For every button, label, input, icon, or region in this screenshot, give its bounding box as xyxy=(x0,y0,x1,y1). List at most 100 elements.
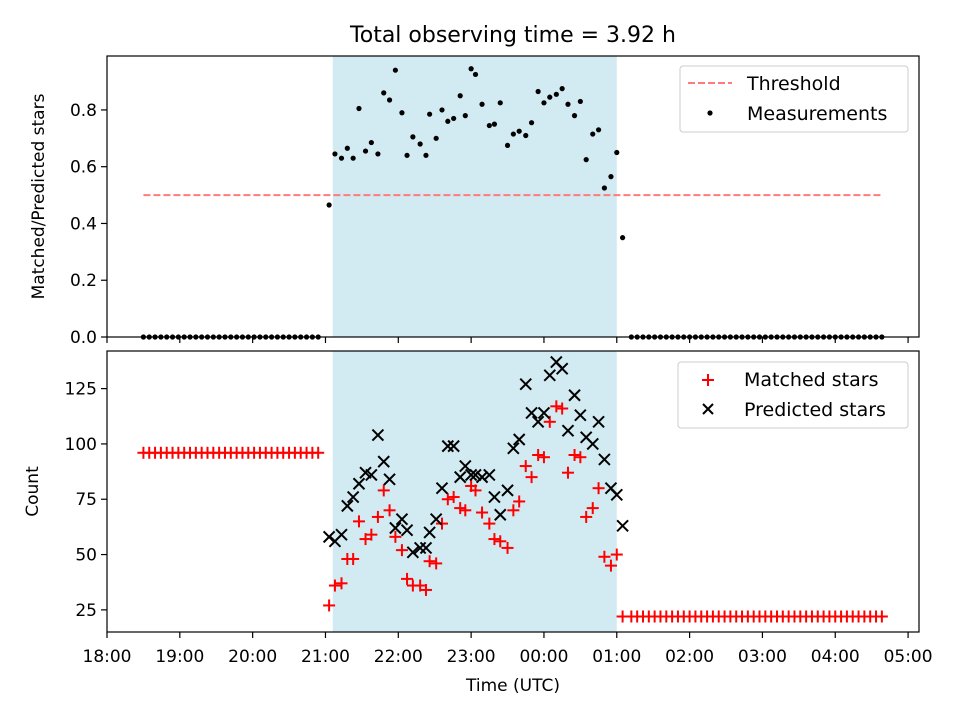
predicted-marker-b xyxy=(429,512,443,526)
matched-star-point xyxy=(507,504,520,517)
predicted-star-point xyxy=(586,437,599,451)
legend-matched-label: Matched stars xyxy=(744,369,878,391)
measurement-point xyxy=(541,100,547,106)
matched-star-point xyxy=(875,610,888,623)
x-tick-label: 03:00 xyxy=(738,647,787,667)
top-legend-box xyxy=(679,65,909,133)
predicted-star-point xyxy=(483,468,496,482)
matched-star-point xyxy=(476,506,489,519)
y-tick-label: 100 xyxy=(65,435,97,455)
y-tick-label: 125 xyxy=(65,380,97,400)
matched-star-point xyxy=(371,510,384,523)
measurement-point xyxy=(350,155,356,161)
matched-star-point xyxy=(335,577,348,590)
predicted-marker-b xyxy=(423,526,436,539)
matched-star-point xyxy=(441,493,454,506)
predicted-star-point xyxy=(537,406,551,420)
predicted-star-point xyxy=(441,439,455,453)
x-tick-label: 01:00 xyxy=(592,647,641,667)
predicted-marker-b xyxy=(568,389,581,402)
predicted-star-point xyxy=(389,521,402,535)
predicted-star-point xyxy=(400,524,414,537)
predicted-marker-b xyxy=(475,470,489,484)
matched-star-point xyxy=(561,466,574,479)
predicted-star-point xyxy=(377,455,390,468)
predicted-star-point xyxy=(494,508,507,521)
matched-star-point xyxy=(568,448,581,461)
matched-star-point xyxy=(447,491,460,504)
predicted-star-point xyxy=(341,499,354,513)
predicted-marker-b xyxy=(610,488,623,502)
observing-window-span xyxy=(332,56,617,337)
predicted-star-point xyxy=(568,389,581,402)
matched-star-point xyxy=(430,557,443,570)
y-axis-label: Count xyxy=(23,466,43,517)
predicted-star-point xyxy=(598,453,611,466)
predicted-marker-b xyxy=(441,439,455,453)
matched-star-point xyxy=(383,504,396,517)
predicted-star-point xyxy=(616,519,629,533)
predicted-marker-b xyxy=(453,470,467,484)
predicted-marker-b xyxy=(574,408,587,422)
measurement-point xyxy=(608,174,614,180)
matched-star-point xyxy=(423,555,436,568)
predicted-star-point xyxy=(610,488,623,502)
legend-measurements-label: Measurements xyxy=(747,103,887,125)
y-tick-label: 75 xyxy=(75,490,97,510)
measurement-point xyxy=(392,67,398,73)
predicted-marker-b xyxy=(341,499,354,513)
measurement-point xyxy=(595,127,602,133)
measurement-point xyxy=(614,149,620,156)
matched-star-point xyxy=(501,541,514,554)
measurement-point xyxy=(571,113,578,119)
predicted-marker-b xyxy=(377,455,390,468)
measurement-point xyxy=(423,152,429,158)
measurement-point xyxy=(468,66,474,72)
predicted-star-point xyxy=(464,468,478,482)
legend-predicted-label: Predicted stars xyxy=(744,399,886,421)
predicted-marker-b xyxy=(447,439,460,453)
predicted-marker-b xyxy=(537,406,551,420)
measurement-point xyxy=(386,97,393,103)
x-tick-label: 02:00 xyxy=(665,647,714,667)
matched-star-point xyxy=(604,559,617,572)
matched-star-point xyxy=(352,515,365,528)
predicted-marker-b xyxy=(395,512,409,526)
measurement-point xyxy=(381,90,387,96)
predicted-star-point xyxy=(475,470,489,484)
measurement-point xyxy=(491,121,498,127)
measurement-point xyxy=(427,111,433,117)
matched-star-point xyxy=(537,451,550,464)
axes-frame xyxy=(106,55,920,338)
matched-star-point xyxy=(312,446,325,459)
legend-matched-marker xyxy=(702,374,714,386)
predicted-marker-b xyxy=(507,442,520,455)
matched-star-point xyxy=(377,484,390,497)
predicted-marker-b xyxy=(365,468,378,482)
matched-star-point xyxy=(469,484,482,497)
predicted-marker-b xyxy=(464,468,478,482)
predicted-marker-b xyxy=(483,468,496,482)
matched-star-point xyxy=(574,451,587,464)
predicted-star-point xyxy=(423,526,436,539)
predicted-star-point xyxy=(469,468,482,482)
predicted-marker-b xyxy=(400,524,414,537)
legend-measurements-marker xyxy=(707,110,713,116)
matched-star-point xyxy=(401,572,414,585)
measurement-point xyxy=(332,151,338,157)
measurement-point xyxy=(497,100,503,106)
predicted-star-point xyxy=(395,512,409,526)
legend-threshold-label: Threshold xyxy=(746,73,841,95)
measurement-point xyxy=(523,132,529,139)
measurement-point xyxy=(601,185,607,191)
measurement-point xyxy=(559,86,565,92)
measurement-point xyxy=(417,141,423,147)
matched-star-point xyxy=(610,548,623,561)
matched-star-point xyxy=(550,400,563,413)
measurement-point xyxy=(590,131,596,137)
predicted-marker-b xyxy=(512,433,526,446)
predicted-marker-b xyxy=(419,541,433,555)
matched-star-point xyxy=(592,482,605,495)
predicted-star-point xyxy=(531,415,545,429)
